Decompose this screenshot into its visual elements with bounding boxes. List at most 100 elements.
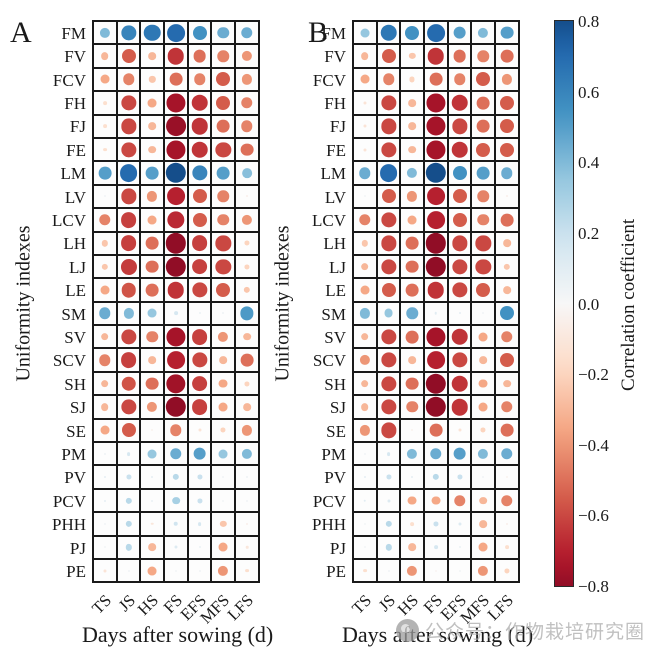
correlation-dot — [197, 474, 203, 480]
cell-A-FJ-EFS — [188, 115, 211, 137]
correlation-dot — [453, 49, 466, 63]
cell-B-LE-TS — [354, 279, 376, 301]
correlation-dot — [245, 499, 248, 502]
correlation-dot — [166, 187, 185, 206]
row-label-fcv: FCV — [312, 70, 346, 90]
correlation-dot — [125, 474, 132, 480]
cell-B-PM-LFS — [496, 443, 518, 465]
correlation-dot — [191, 328, 208, 345]
cell-A-SM-JS — [117, 302, 140, 325]
cell-B-FE-FS — [425, 138, 447, 161]
cell-B-LCV-HS — [401, 209, 424, 231]
correlation-dot — [165, 116, 186, 137]
cell-B-SH-TS — [354, 372, 376, 395]
cell-A-FCV-JS — [117, 68, 140, 91]
correlation-dot — [385, 474, 392, 480]
cell-A-SH-HS — [141, 372, 164, 395]
correlation-dot — [426, 116, 446, 136]
cell-A-PCV-MFS — [212, 489, 235, 512]
row-label-pm: PM — [61, 444, 86, 464]
cell-A-LV-LFS — [236, 185, 258, 208]
cell-B-FM-TS — [354, 22, 376, 44]
cell-A-SE-LFS — [236, 419, 258, 442]
cell-B-PV-TS — [354, 466, 376, 488]
correlation-dot — [149, 76, 156, 83]
cell-A-SJ-EFS — [188, 396, 211, 418]
cell-B-FM-HS — [401, 22, 424, 44]
cell-A-PM-EFS — [188, 443, 211, 465]
correlation-dot — [216, 282, 231, 297]
cell-A-FV-FS — [165, 45, 187, 67]
cell-A-SV-HS — [141, 326, 164, 348]
correlation-dot — [363, 476, 366, 479]
correlation-dot — [103, 452, 106, 455]
cell-B-LV-HS — [401, 185, 424, 208]
cell-B-FJ-LFS — [496, 115, 518, 137]
correlation-dot — [381, 49, 396, 64]
correlation-dot — [476, 166, 490, 180]
row-label-fe: FE — [66, 140, 86, 160]
correlation-dot — [503, 239, 511, 248]
cell-A-PE-HS — [141, 559, 164, 582]
correlation-dot — [218, 402, 228, 412]
correlation-dot — [241, 214, 253, 225]
cell-B-PCV-HS — [401, 489, 424, 512]
correlation-dot — [451, 258, 468, 275]
cell-A-FE-TS — [94, 138, 116, 161]
correlation-dot — [410, 521, 415, 526]
cell-A-PV-FS — [165, 466, 187, 488]
cell-A-SM-HS — [141, 302, 164, 325]
correlation-dot — [380, 24, 397, 41]
cell-B-PV-LFS — [496, 466, 518, 488]
correlation-dot — [453, 494, 466, 507]
cell-A-SV-FS — [165, 326, 187, 348]
correlation-dot — [121, 423, 136, 438]
correlation-dot — [475, 258, 491, 275]
cell-B-PCV-JS — [377, 489, 400, 512]
correlation-dot — [245, 546, 249, 549]
correlation-dot — [103, 195, 106, 198]
correlation-dot — [222, 312, 225, 315]
correlation-dot — [409, 52, 416, 60]
cell-B-FV-HS — [401, 45, 424, 67]
correlation-dot — [170, 424, 182, 437]
correlation-dot — [499, 95, 514, 110]
correlation-dot — [477, 214, 490, 226]
correlation-dot — [147, 215, 157, 225]
correlation-dot — [147, 401, 158, 413]
cell-B-PHH-FS — [425, 513, 447, 535]
correlation-dot — [426, 327, 446, 347]
correlation-dot — [217, 26, 230, 39]
correlation-dot — [380, 141, 397, 158]
correlation-dot — [361, 332, 369, 341]
cell-A-SCV-LFS — [236, 349, 258, 371]
row-label-phh: PHH — [311, 515, 346, 535]
cell-B-LV-JS — [377, 185, 400, 208]
correlation-dot — [243, 332, 251, 341]
correlation-dot — [363, 522, 366, 525]
correlation-dot — [381, 189, 396, 204]
correlation-dot — [148, 145, 157, 154]
cell-B-SJ-TS — [354, 396, 376, 418]
cell-B-FH-JS — [377, 92, 400, 114]
cell-A-FM-HS — [141, 22, 164, 44]
row-label-fh: FH — [64, 93, 86, 113]
row-label-sv: SV — [64, 327, 86, 347]
correlation-dot — [359, 355, 370, 366]
cell-B-PM-HS — [401, 443, 424, 465]
cell-B-PE-JS — [377, 559, 400, 582]
correlation-dot — [127, 569, 130, 572]
cell-A-LJ-EFS — [188, 255, 211, 278]
correlation-dot — [427, 281, 445, 299]
correlation-dot — [240, 143, 254, 157]
cell-A-LV-EFS — [188, 185, 211, 208]
correlation-dot — [120, 329, 137, 345]
cell-B-SCV-EFS — [448, 349, 471, 371]
cell-B-PJ-TS — [354, 536, 376, 558]
correlation-dot — [479, 520, 488, 528]
cell-A-FE-FS — [165, 138, 187, 161]
correlation-dot — [120, 258, 137, 275]
cell-B-FM-LFS — [496, 22, 518, 44]
cell-B-SV-LFS — [496, 326, 518, 348]
correlation-dot — [434, 312, 438, 315]
